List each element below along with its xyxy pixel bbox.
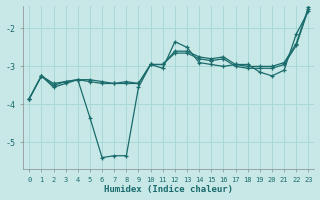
X-axis label: Humidex (Indice chaleur): Humidex (Indice chaleur): [104, 185, 233, 194]
